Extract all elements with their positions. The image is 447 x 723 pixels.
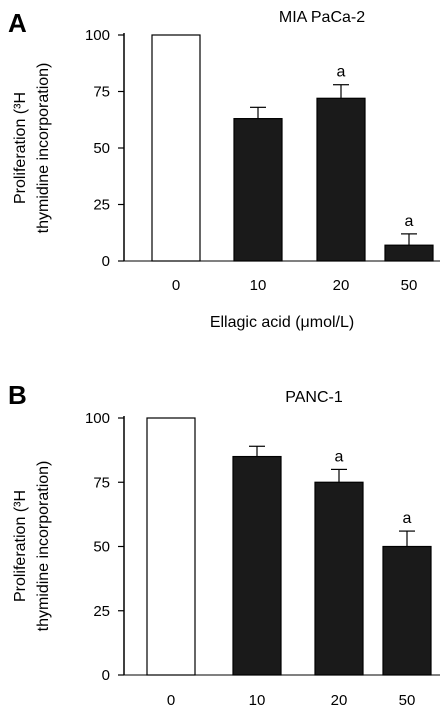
panel-letter-a: A [8, 8, 27, 38]
chart-title-a: MIA PaCa-2 [279, 9, 365, 26]
significance-label-b: a [403, 510, 412, 527]
y-tick-label-b: 25 [93, 603, 110, 620]
significance-label-b: a [335, 448, 344, 465]
y-tick-label-a: 25 [93, 197, 110, 214]
chart-a-svg: A MIA PaCa-2 0 25 50 75 100 0 10 20 a 50 a Ellagic ac… [8, 8, 440, 331]
x-tick-label-a: 20 [333, 277, 350, 294]
bar-b-1 [232, 455, 282, 676]
significance-label-a: a [405, 213, 414, 230]
x-tick-label-b: 20 [331, 692, 348, 709]
y-tick-label-b: 0 [102, 667, 110, 684]
bar-a-3 [384, 244, 434, 262]
y-tick-label-b: 75 [93, 474, 110, 491]
y-axis-title-line2-b: thymidine incorporation) [35, 461, 52, 632]
y-tick-label-a: 100 [85, 27, 110, 44]
panel-letter-b: B [8, 380, 27, 410]
bar-a-0 [151, 34, 201, 262]
bar-b-3 [382, 545, 432, 676]
y-axis-title-line2-a: thymidine incorporation) [35, 63, 52, 234]
chart-panel-a: A MIA PaCa-2 0 25 50 75 100 0 10 20 a 50 a Ellagic ac… [8, 8, 440, 331]
y-tick-label-b: 50 [93, 539, 110, 556]
bar-a-1 [233, 118, 283, 262]
bar-b-2 [314, 481, 364, 676]
y-tick-label-a: 0 [102, 253, 110, 270]
y-axis-title-line1-a: Proliferation (³H [12, 92, 29, 204]
x-tick-label-a: 50 [401, 277, 418, 294]
x-tick-label-b: 0 [167, 692, 175, 709]
y-tick-label-a: 75 [93, 84, 110, 101]
bar-a-2 [316, 97, 366, 262]
y-axis-title-line1-b: Proliferation (³H [12, 490, 29, 602]
x-tick-label-a: 0 [172, 277, 180, 294]
x-tick-label-b: 50 [399, 692, 416, 709]
x-tick-label-a: 10 [250, 277, 267, 294]
significance-label-a: a [337, 64, 346, 81]
y-tick-label-b: 100 [85, 410, 110, 427]
y-tick-label-a: 50 [93, 140, 110, 157]
bar-b-0 [146, 417, 196, 676]
x-axis-title-a: Ellagic acid (μmol/L) [210, 314, 354, 331]
chart-title-b: PANC-1 [285, 389, 343, 406]
x-tick-label-b: 10 [249, 692, 266, 709]
